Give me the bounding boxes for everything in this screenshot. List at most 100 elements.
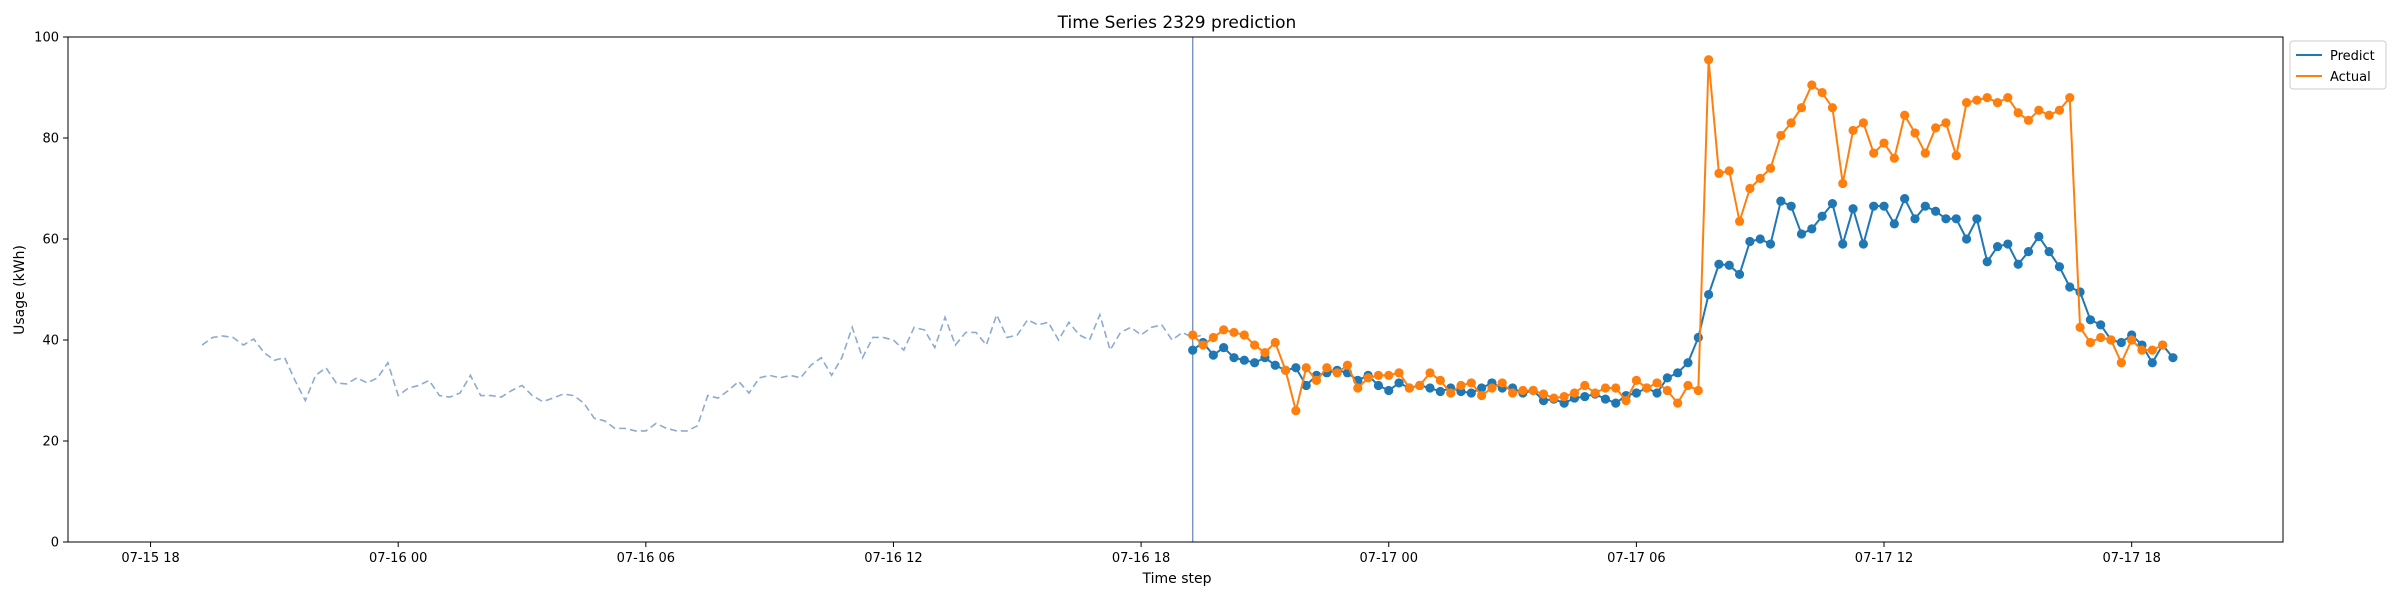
predict-point bbox=[2085, 315, 2095, 325]
predict-point bbox=[1724, 260, 1734, 270]
predict-point bbox=[1384, 385, 1394, 396]
actual-point bbox=[1786, 118, 1796, 128]
actual-point bbox=[1972, 95, 1982, 105]
predict-point bbox=[1394, 378, 1404, 388]
actual-point bbox=[1600, 383, 1611, 393]
actual-point bbox=[2044, 110, 2054, 120]
actual-point bbox=[1342, 360, 1353, 370]
predict-point bbox=[2023, 247, 2034, 257]
predict-point bbox=[1848, 204, 1858, 214]
chart-title: Time Series 2329 prediction bbox=[1057, 13, 1297, 33]
predict-point bbox=[2044, 247, 2054, 257]
actual-point bbox=[1652, 378, 1662, 388]
legend-label-predict: Predict bbox=[2330, 49, 2375, 64]
predict-point bbox=[2013, 259, 2023, 269]
actual-point bbox=[1559, 391, 1569, 402]
actual-point bbox=[1796, 103, 1807, 113]
predict-point bbox=[1662, 373, 1672, 383]
predict-point bbox=[1229, 353, 1239, 363]
predict-point bbox=[1291, 363, 1301, 373]
actual-point bbox=[1270, 337, 1280, 348]
predict-point bbox=[1745, 236, 1755, 247]
predict-point bbox=[1600, 394, 1611, 404]
predict-point bbox=[2075, 287, 2085, 297]
predict-point bbox=[1683, 358, 1693, 368]
predict-point bbox=[1425, 383, 1435, 393]
series-actual bbox=[1188, 55, 2168, 416]
predict-point bbox=[1250, 358, 1260, 368]
actual-point bbox=[1425, 368, 1435, 378]
actual-point bbox=[1332, 368, 1342, 378]
predict-point bbox=[1559, 398, 1569, 408]
predict-point bbox=[1972, 214, 1982, 224]
predict-point bbox=[1301, 380, 1311, 391]
actual-point bbox=[1208, 332, 1218, 343]
y-tick-label: 60 bbox=[42, 233, 59, 248]
predict-point bbox=[1435, 386, 1445, 397]
predict-point bbox=[1817, 211, 1827, 221]
actual-point bbox=[1435, 375, 1445, 385]
predict-point bbox=[2116, 337, 2126, 348]
actual-point bbox=[1755, 173, 1765, 183]
actual-point bbox=[1982, 93, 1992, 103]
y-tick-label: 40 bbox=[42, 334, 59, 349]
actual-point bbox=[1951, 151, 1961, 161]
history-line bbox=[201, 312, 1204, 432]
predict-point bbox=[1693, 332, 1703, 343]
predict-point bbox=[1941, 214, 1951, 224]
actual-point bbox=[1456, 380, 1466, 391]
actual-point bbox=[1631, 375, 1641, 385]
actual-point bbox=[2075, 322, 2085, 332]
y-tick-label: 80 bbox=[42, 132, 59, 147]
actual-point bbox=[2013, 108, 2023, 118]
actual-point bbox=[1404, 383, 1414, 393]
actual-point bbox=[1838, 178, 1848, 189]
predict-point bbox=[1889, 219, 1899, 229]
actual-point bbox=[1827, 103, 1838, 113]
actual-point bbox=[1931, 123, 1941, 133]
actual-point bbox=[1734, 216, 1745, 226]
x-tick-label: 07-17 00 bbox=[1360, 551, 1418, 566]
predict-point bbox=[1807, 224, 1817, 234]
predict-point bbox=[1796, 229, 1807, 239]
actual-point bbox=[1900, 110, 1910, 120]
actual-point bbox=[2158, 340, 2168, 350]
actual-point bbox=[2054, 105, 2065, 115]
actual-point bbox=[1311, 375, 1322, 385]
actual-point bbox=[1538, 389, 1549, 399]
predict-point bbox=[1734, 269, 1745, 279]
predict-point bbox=[1910, 214, 1920, 224]
predict-point bbox=[2065, 282, 2075, 292]
actual-point bbox=[2096, 332, 2106, 343]
actual-point bbox=[1745, 183, 1755, 194]
actual-point bbox=[2116, 358, 2126, 368]
predict-point bbox=[1704, 289, 1714, 300]
predict-point bbox=[1755, 234, 1765, 244]
actual-point bbox=[1920, 148, 1930, 158]
actual-point bbox=[1724, 166, 1734, 176]
legend: Predict Actual bbox=[2289, 40, 2387, 90]
x-tick-label: 07-15 18 bbox=[121, 551, 179, 566]
actual-point bbox=[1384, 370, 1394, 380]
x-tick-label: 07-17 18 bbox=[2102, 551, 2160, 566]
predict-point bbox=[1879, 201, 1889, 211]
predict-point bbox=[1961, 234, 1972, 244]
predict-point bbox=[1477, 383, 1487, 393]
actual-point bbox=[1569, 388, 1580, 398]
actual-point bbox=[2065, 93, 2075, 103]
predict-point bbox=[1208, 350, 1218, 360]
actual-point bbox=[1848, 125, 1858, 136]
actual-point bbox=[1683, 380, 1693, 391]
actual-point bbox=[1879, 138, 1889, 148]
actual-point bbox=[1291, 406, 1301, 416]
actual-point bbox=[1260, 348, 1270, 358]
actual-point bbox=[1477, 390, 1487, 401]
predict-point bbox=[2003, 239, 2013, 249]
actual-point bbox=[1528, 385, 1538, 396]
actual-point bbox=[1229, 327, 1239, 338]
x-tick-label: 07-16 12 bbox=[864, 551, 922, 566]
actual-point bbox=[1662, 385, 1672, 396]
actual-point bbox=[1353, 383, 1363, 393]
